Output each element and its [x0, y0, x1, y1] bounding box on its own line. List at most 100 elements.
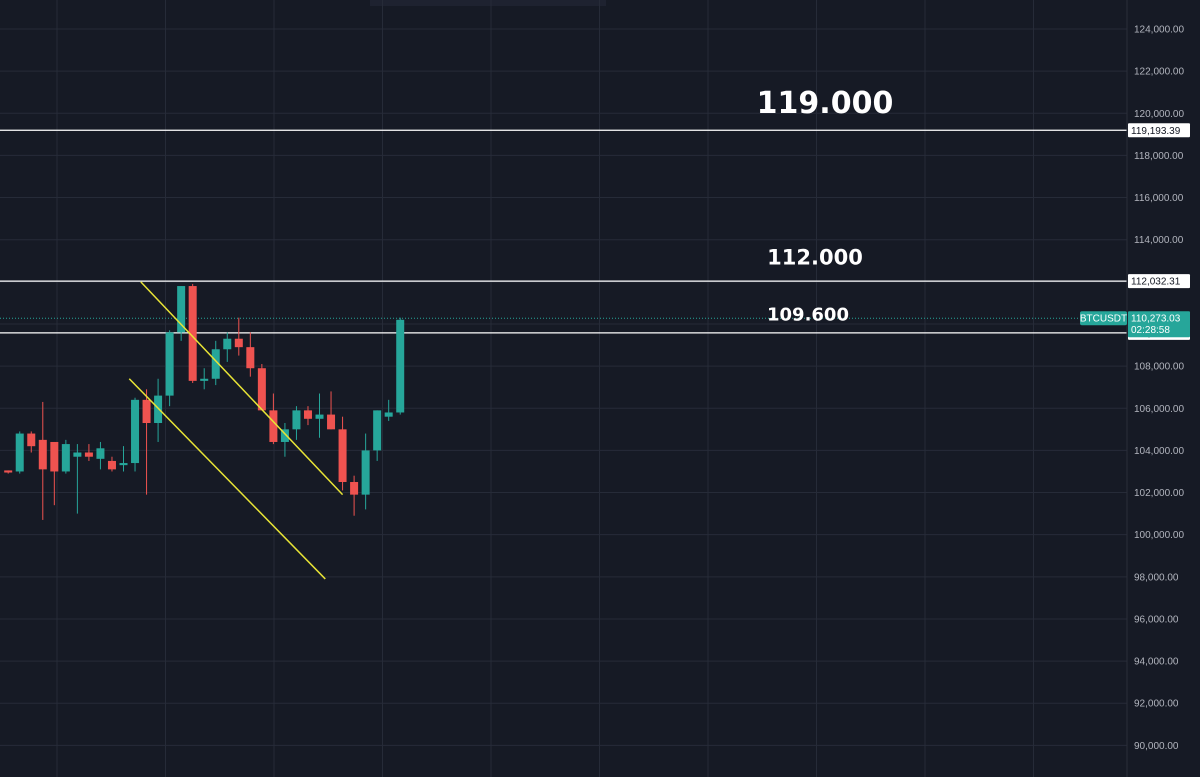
y-tick-label: 96,000.00	[1134, 614, 1179, 625]
candle-up	[292, 406, 301, 440]
candle-body	[361, 450, 370, 495]
symbol-tag	[1080, 311, 1127, 326]
candle-body	[211, 349, 220, 379]
candle-body	[165, 332, 174, 396]
candle-body	[15, 433, 24, 472]
y-tick-label: 100,000.00	[1134, 530, 1184, 541]
candle-body	[4, 470, 13, 473]
horizontal-levels[interactable]	[0, 129, 1127, 334]
candle-up	[165, 330, 174, 407]
level-annotations: 119.000 112.000 109.600	[757, 86, 894, 326]
level-annotation: 109.600	[767, 304, 849, 325]
level-price-tag-label: 112,032.31	[1131, 277, 1181, 288]
candle-down	[38, 401, 47, 520]
candle-up	[361, 433, 370, 510]
candle-up	[61, 439, 70, 474]
countdown-label: 02:28:58	[1131, 325, 1170, 336]
candle-body	[315, 414, 324, 419]
candle-body	[234, 338, 243, 348]
candle-body	[223, 338, 232, 350]
candle-body	[73, 452, 82, 457]
candle-body	[373, 410, 382, 451]
last-price-tag-label: 110,273.03	[1131, 314, 1181, 325]
y-tick-label: 116,000.00	[1134, 193, 1184, 204]
candle-body	[188, 286, 197, 381]
candle-up	[73, 444, 82, 514]
channel-lower-line[interactable]	[128, 378, 326, 580]
candle-up	[384, 399, 393, 421]
price-axis[interactable]: 124,000.00 122,000.00 120,000.00 118,000.00…	[1080, 0, 1190, 777]
candle-body	[338, 429, 347, 483]
candle-up	[315, 393, 324, 438]
candle-down	[50, 441, 59, 506]
y-tick-label: 94,000.00	[1134, 657, 1179, 668]
candle-body	[27, 433, 36, 447]
y-tick-label: 122,000.00	[1134, 67, 1184, 78]
candles	[4, 283, 405, 520]
candle-body	[327, 414, 336, 430]
candle-up	[131, 397, 140, 472]
y-tick-label: 114,000.00	[1134, 235, 1184, 246]
candle-body	[246, 347, 255, 369]
y-tick-label: 118,000.00	[1134, 151, 1184, 162]
candle-up	[200, 368, 209, 390]
candle-up	[396, 317, 405, 415]
descending-channel[interactable]	[128, 281, 344, 580]
candle-down	[188, 283, 197, 383]
candle-up	[373, 410, 382, 461]
candle-down	[303, 406, 312, 426]
level-price-tag-label: 119,193.39	[1131, 126, 1181, 137]
candle-up	[154, 378, 163, 442]
candle-body	[107, 460, 116, 470]
candle-up	[211, 340, 220, 386]
candle-down	[107, 456, 116, 472]
y-tick-label: 98,000.00	[1134, 572, 1179, 583]
candle-body	[38, 439, 47, 470]
symbol-tag-label: BTCUSDT	[1080, 314, 1127, 325]
level-annotation: 112.000	[767, 246, 863, 270]
y-tick-label: 124,000.00	[1134, 25, 1184, 36]
candle-down	[4, 470, 13, 474]
y-tick-label: 108,000.00	[1134, 362, 1184, 373]
channel-upper-line[interactable]	[140, 281, 344, 496]
candle-up	[119, 446, 128, 472]
candle-down	[142, 389, 151, 495]
y-tick-label: 90,000.00	[1134, 741, 1179, 752]
last-price-tag	[1128, 311, 1190, 338]
candle-body	[131, 399, 140, 464]
candle-up	[15, 431, 24, 474]
candle-up	[96, 441, 105, 470]
y-tick-label: 102,000.00	[1134, 488, 1184, 499]
candle-down	[84, 444, 93, 461]
candle-down	[234, 317, 243, 356]
level-annotation: 119.000	[757, 86, 894, 121]
candle-body	[142, 399, 151, 424]
candle-body	[119, 463, 128, 466]
candle-down	[327, 391, 336, 430]
candle-body	[303, 410, 312, 419]
candle-body	[257, 368, 266, 411]
candle-body	[84, 452, 93, 457]
candle-down	[257, 364, 266, 411]
level-price-tag	[1128, 123, 1190, 138]
candle-body	[154, 395, 163, 424]
candle-body	[280, 429, 289, 442]
candle-body	[396, 319, 405, 413]
candle-body	[269, 410, 278, 442]
grid	[0, 0, 1127, 777]
candle-body	[177, 286, 186, 333]
candle-down	[27, 431, 36, 453]
level-price-tag	[1128, 274, 1190, 289]
candle-body	[96, 448, 105, 459]
candle-body	[292, 410, 301, 430]
y-tick-label: 104,000.00	[1134, 446, 1184, 457]
candle-body	[350, 482, 359, 495]
candle-down	[338, 416, 347, 491]
candle-body	[61, 444, 70, 472]
candle-body	[200, 378, 209, 381]
candle-down	[350, 475, 359, 516]
candle-down	[246, 332, 255, 377]
top-handle[interactable]	[370, 0, 606, 6]
y-tick-label: 120,000.00	[1134, 109, 1184, 120]
